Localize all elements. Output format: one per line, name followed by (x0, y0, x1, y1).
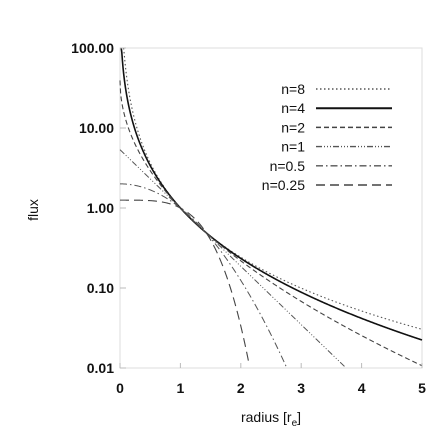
y-tick-label: 0.01 (87, 360, 114, 376)
series-line-n4 (120, 47, 423, 341)
y-axis-ticks: 0.01 0.10 1.00 10.00 100.00 (71, 40, 126, 376)
series-line-n1 (119, 149, 347, 369)
x-axis-title: radius [re] (241, 409, 301, 429)
y-axis-title: flux (25, 199, 41, 221)
x-tick-label: 3 (297, 380, 305, 396)
series-line-n0_5 (120, 183, 288, 368)
legend-label: n=2 (281, 119, 305, 135)
series-line-n0_25 (120, 199, 250, 366)
y-tick-label: 0.10 (87, 280, 114, 296)
series-curves (119, 47, 423, 369)
legend-label: n=1 (281, 139, 305, 155)
y-tick-label: 1.00 (87, 200, 114, 216)
legend-label: n=4 (281, 100, 305, 116)
legend-label: n=8 (281, 81, 305, 97)
x-tick-label: 1 (177, 380, 185, 396)
x-axis-ticks: 0 1 2 3 4 5 (116, 363, 426, 396)
y-tick-label: 100.00 (71, 40, 114, 56)
y-tick-label: 10.00 (79, 120, 114, 136)
legend-label: n=0.25 (262, 177, 305, 193)
x-tick-label: 4 (358, 380, 366, 396)
x-tick-label: 2 (237, 380, 245, 396)
x-tick-label: 0 (116, 380, 124, 396)
plot-frame (119, 47, 423, 369)
series-line-n2 (119, 80, 423, 367)
legend-label: n=0.5 (270, 158, 306, 174)
x-tick-label: 5 (418, 380, 426, 396)
legend: n=8 n=4 n=2 n=1 n=0.5 n=0.25 (262, 81, 392, 193)
